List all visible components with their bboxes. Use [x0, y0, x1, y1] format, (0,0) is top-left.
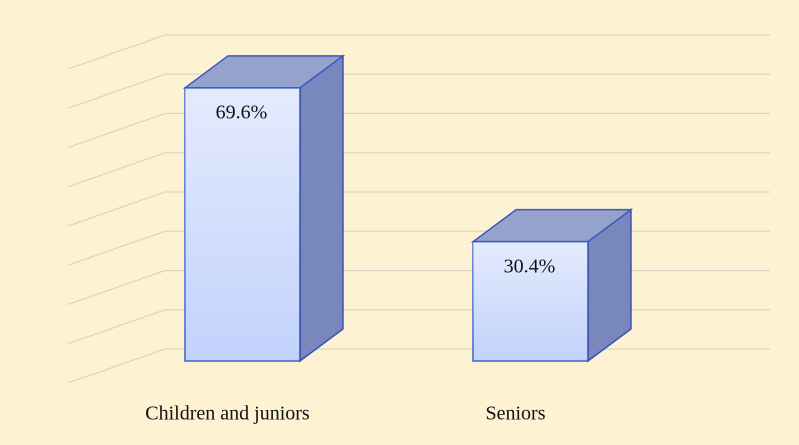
- grid-line: [67, 73, 770, 109]
- x-tick-label: Seniors: [486, 403, 546, 425]
- grid-line: [67, 34, 770, 70]
- bar-shine: [473, 241, 588, 361]
- grid-line: [67, 112, 770, 149]
- bar-top-shade: [473, 209, 631, 242]
- data-label: 69.6%: [216, 101, 268, 123]
- grid-line: [67, 191, 770, 227]
- grid-line: [67, 269, 770, 306]
- bar-top-shade: [185, 55, 343, 88]
- grid-line: [67, 152, 770, 188]
- bar-side-shade: [588, 209, 631, 361]
- bar-shine: [185, 87, 300, 361]
- data-label: 30.4%: [504, 255, 556, 277]
- grid-line: [67, 309, 770, 345]
- bar-top: [470, 208, 634, 243]
- bar-side-shade: [300, 55, 343, 361]
- bar-top: [182, 55, 346, 89]
- grid-line: [67, 230, 770, 266]
- x-tick-label: Children and juniors: [145, 403, 310, 425]
- grid-line: [67, 348, 770, 384]
